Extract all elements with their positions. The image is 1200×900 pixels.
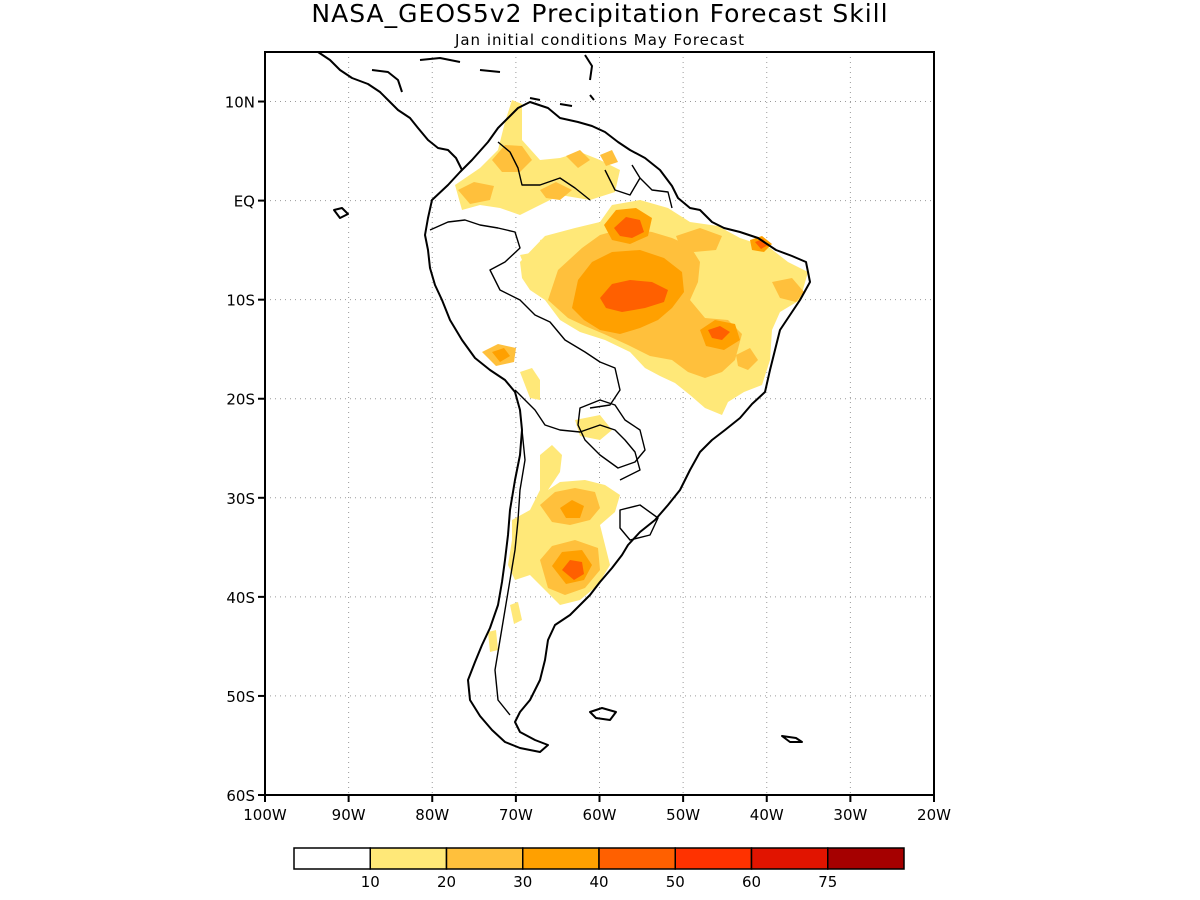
border-guianas bbox=[604, 164, 673, 209]
lon-label: 20W bbox=[917, 806, 951, 824]
lat-label: 50S bbox=[226, 688, 255, 706]
skill-region-argentina-40 bbox=[562, 560, 584, 580]
skill-region-peru-30 bbox=[492, 348, 510, 362]
lon-label: 90W bbox=[332, 806, 366, 824]
lon-label: 50W bbox=[666, 806, 700, 824]
skill-region-colombia-20 bbox=[492, 145, 532, 172]
colorbar-label: 10 bbox=[361, 873, 380, 891]
galapagos-islands bbox=[333, 207, 349, 219]
lat-label: 10N bbox=[225, 94, 255, 112]
lat-label: EQ bbox=[234, 193, 255, 211]
colorbar-swatch bbox=[369, 847, 448, 870]
falkland-islands bbox=[589, 707, 617, 721]
lat-label: 40S bbox=[226, 589, 255, 607]
skill-region-venezuela-20b bbox=[566, 150, 590, 168]
longitude-labels: 100W 90W 80W 70W 60W 50W 40W 30W 20W bbox=[243, 795, 951, 824]
skill-region-central-40 bbox=[708, 326, 730, 340]
border-bolivia-argentina-chile bbox=[514, 389, 641, 481]
border-paraguay bbox=[577, 399, 646, 469]
skill-region-chile-10 bbox=[520, 368, 540, 400]
skill-shading bbox=[455, 100, 808, 652]
colorbar-label: 40 bbox=[589, 873, 608, 891]
colorbar-label: 60 bbox=[742, 873, 761, 891]
central-america-coastline bbox=[317, 51, 463, 171]
border-colombia-venezuela bbox=[497, 141, 591, 201]
colorbar-swatch bbox=[293, 847, 371, 870]
country-borders bbox=[429, 141, 673, 716]
skill-region-chile-south-10b bbox=[488, 630, 498, 652]
lon-label: 40W bbox=[750, 806, 784, 824]
colorbar-swatch bbox=[522, 847, 600, 870]
coastlines bbox=[317, 51, 811, 753]
lat-label: 60S bbox=[226, 787, 255, 805]
colorbar-swatch bbox=[750, 847, 829, 870]
map-subtitle: Jan initial conditions May Forecast bbox=[454, 31, 745, 49]
border-colombia-ecuador-peru bbox=[429, 219, 521, 301]
lat-label: 10S bbox=[226, 292, 255, 310]
border-peru-brazil-bolivia bbox=[519, 299, 621, 409]
lat-label: 30S bbox=[226, 490, 255, 508]
colorbar-label: 75 bbox=[818, 873, 837, 891]
skill-region-amazon-north-40 bbox=[614, 217, 644, 238]
map-title: NASA_GEOS5v2 Precipitation Forecast Skil… bbox=[311, 0, 888, 28]
colorbar-swatch bbox=[598, 847, 676, 870]
map-plot-area: 10N EQ 10S 20S 30S 40S 50S 60S 100W 90W 80W 70W 60W… bbox=[225, 51, 951, 824]
colorbar: 10 20 30 40 50 60 75 bbox=[293, 847, 905, 891]
skill-region-east-20 bbox=[676, 228, 722, 252]
lon-label: 100W bbox=[243, 806, 287, 824]
border-argentina-chile bbox=[494, 429, 526, 716]
colorbar-label: 50 bbox=[666, 873, 685, 891]
skill-region-colombia-20b bbox=[458, 182, 494, 204]
south-georgia bbox=[781, 735, 803, 743]
colorbar-swatch bbox=[674, 847, 753, 870]
skill-region-colombia-10 bbox=[455, 100, 620, 215]
skill-region-se-20 bbox=[736, 348, 758, 370]
lat-label: 20S bbox=[226, 391, 255, 409]
south-america-coastline bbox=[424, 101, 811, 753]
colorbar-label: 20 bbox=[437, 873, 456, 891]
skill-region-nordeste-20 bbox=[772, 278, 804, 302]
lon-label: 80W bbox=[415, 806, 449, 824]
skill-region-argentina-30b bbox=[560, 500, 584, 518]
skill-region-venezuela-20c bbox=[600, 150, 618, 166]
latitude-labels: 10N EQ 10S 20S 30S 40S 50S 60S bbox=[225, 94, 265, 805]
skill-region-bolivia-10 bbox=[540, 236, 566, 258]
colorbar-swatch bbox=[827, 847, 905, 870]
lon-label: 30W bbox=[833, 806, 867, 824]
skill-region-andes-10 bbox=[520, 252, 540, 270]
skill-region-amazon-40 bbox=[600, 280, 668, 312]
border-uruguay bbox=[619, 504, 659, 541]
lon-label: 70W bbox=[499, 806, 533, 824]
colorbar-swatch bbox=[445, 847, 524, 870]
lon-label: 60W bbox=[583, 806, 617, 824]
caribbean-islands bbox=[419, 54, 595, 107]
colorbar-label: 30 bbox=[513, 873, 532, 891]
skill-region-chile-south-10 bbox=[510, 602, 522, 624]
skill-region-venezuela-20 bbox=[540, 182, 572, 200]
